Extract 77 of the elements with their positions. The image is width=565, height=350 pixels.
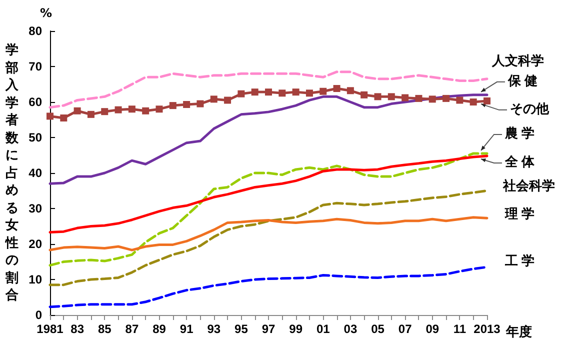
line-series (48, 266, 488, 308)
y-tick-label: 10 (28, 272, 42, 286)
series-label: 理 学 (504, 206, 535, 222)
text: % (40, 6, 52, 20)
line-series (48, 94, 488, 185)
point (484, 97, 490, 104)
point (196, 100, 204, 108)
y-tick-label: 0 (35, 308, 42, 322)
x-tick-label: 09 (426, 322, 440, 336)
y-tick-label: 40 (28, 166, 42, 180)
y-tick-label: 20 (28, 237, 42, 251)
point (306, 90, 313, 97)
series-label: 社会科学 (502, 178, 555, 193)
x-tick-label: 97 (262, 322, 276, 336)
y-tick-label: 60 (28, 95, 42, 109)
x-tick-label: 83 (70, 322, 84, 336)
point (128, 106, 136, 113)
point (320, 88, 327, 95)
point (333, 85, 340, 92)
point (388, 93, 395, 100)
x-tick-label: 85 (98, 322, 112, 336)
point (87, 110, 94, 118)
point (265, 88, 272, 96)
series-label: その他 (510, 100, 550, 116)
x-tick-label: 87 (125, 322, 139, 336)
x-tick-label: 07 (398, 322, 412, 336)
point (183, 100, 190, 108)
series-label: 全 体 (504, 154, 536, 169)
series-label: 人文科学 (491, 52, 544, 68)
point (360, 91, 368, 98)
line-series (48, 70, 488, 109)
point (156, 106, 163, 113)
point (210, 96, 218, 103)
point (415, 94, 422, 102)
point (442, 94, 450, 102)
x-tick-label: 1981 (36, 322, 64, 336)
point (346, 87, 354, 94)
point (114, 106, 122, 114)
series-label: 農 学 (504, 125, 535, 140)
point (402, 94, 409, 102)
point (74, 107, 81, 114)
x-tick-label: 03 (344, 322, 358, 336)
point (169, 102, 176, 110)
line-series (48, 216, 488, 252)
point (224, 96, 232, 104)
x-tick-label: 11 (453, 322, 466, 336)
point (60, 114, 68, 122)
point (251, 88, 258, 96)
series-label: 保 健 (507, 72, 538, 88)
y-tick-label: 80 (28, 24, 42, 38)
x-tick-label: 05 (371, 322, 385, 336)
point (101, 108, 108, 116)
x-tick-label: 95 (234, 322, 248, 336)
point (46, 112, 54, 120)
x-tick-label: 01 (316, 322, 330, 336)
x-tick-label: 89 (152, 322, 166, 336)
line-series (48, 154, 488, 234)
line-series (48, 190, 488, 286)
text: 学部入学者数に占める女性の割合 (6, 43, 18, 303)
point (456, 96, 464, 104)
point (470, 98, 477, 106)
series-label: 工 学 (504, 253, 535, 268)
point (238, 90, 245, 98)
x-tick-label: 93 (207, 322, 221, 336)
point (142, 107, 150, 114)
point (374, 93, 382, 100)
x-tick-label: 91 (180, 322, 194, 336)
y-tick-label: 70 (28, 60, 42, 74)
x-tick-label: 2013 (474, 322, 501, 336)
line-series (48, 152, 488, 267)
point (278, 90, 286, 97)
point (292, 88, 300, 96)
x-axis-title: 年度 (505, 324, 532, 339)
point (428, 96, 436, 103)
y-tick-label: 30 (28, 202, 42, 216)
y-tick-label: 50 (28, 130, 42, 144)
x-tick-label: 99 (289, 322, 303, 336)
